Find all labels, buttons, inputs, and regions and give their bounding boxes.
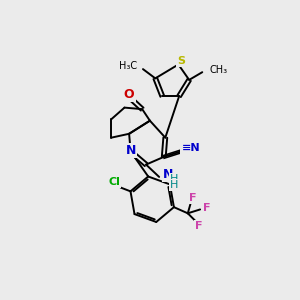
Text: N: N	[125, 144, 136, 157]
Text: H: H	[170, 174, 179, 184]
Text: CH₃: CH₃	[210, 65, 228, 75]
Text: F: F	[202, 203, 210, 213]
Text: O: O	[124, 88, 134, 101]
Text: H₃C: H₃C	[119, 61, 137, 71]
Text: S: S	[178, 56, 185, 66]
Text: H: H	[170, 180, 179, 190]
Text: N: N	[163, 168, 174, 181]
Text: ≡N: ≡N	[182, 143, 201, 153]
Text: C: C	[182, 146, 189, 156]
Text: F: F	[195, 221, 202, 231]
Text: F: F	[189, 193, 196, 203]
Text: Cl: Cl	[108, 177, 120, 187]
